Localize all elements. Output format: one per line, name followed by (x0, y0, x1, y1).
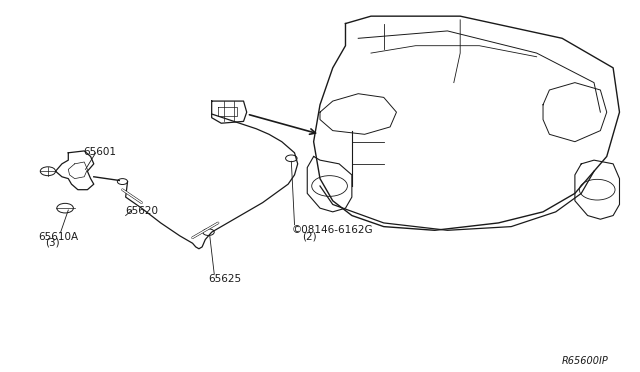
Text: (3): (3) (45, 238, 60, 248)
Text: ©08146-6162G: ©08146-6162G (291, 225, 373, 235)
Text: 65620: 65620 (125, 206, 159, 216)
Text: (2): (2) (302, 231, 317, 241)
Text: R65600IP: R65600IP (562, 356, 609, 366)
Text: 65601: 65601 (83, 147, 116, 157)
Text: 65625: 65625 (209, 274, 242, 284)
Text: 65610A: 65610A (38, 232, 79, 242)
